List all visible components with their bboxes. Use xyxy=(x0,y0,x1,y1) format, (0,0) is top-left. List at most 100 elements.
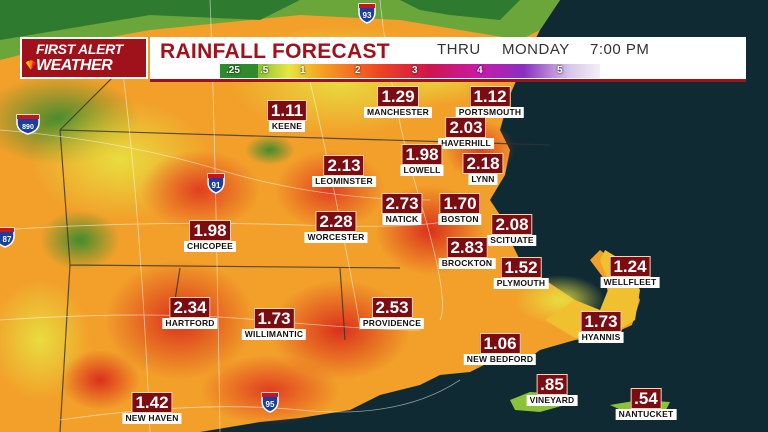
city-name: BOSTON xyxy=(438,214,482,225)
city-name: SCITUATE xyxy=(487,235,537,246)
svg-text:890: 890 xyxy=(22,124,34,131)
legend-tick: 1 xyxy=(300,65,306,76)
state-borders xyxy=(59,59,551,432)
rain-value: 2.13 xyxy=(323,155,365,176)
city-name: PLYMOUTH xyxy=(493,278,549,289)
city-name: HYANNIS xyxy=(578,332,624,343)
city-label-new-haven: 1.42 NEW HAVEN xyxy=(122,392,182,424)
logo-line-2: WEATHER xyxy=(36,57,113,74)
city-label-portsmouth: 1.12 PORTSMOUTH xyxy=(455,86,525,118)
city-name: HARTFORD xyxy=(162,318,218,329)
city-name: NATICK xyxy=(382,214,422,225)
rain-value: 2.73 xyxy=(381,193,423,214)
city-label-natick: 2.73 NATICK xyxy=(381,193,423,225)
city-name: MANCHESTER xyxy=(364,107,432,118)
legend-tick: .25 xyxy=(226,65,240,76)
interstate-91-icon: 91 xyxy=(207,173,225,194)
rain-value: 2.08 xyxy=(491,214,533,235)
city-label-leominster: 2.13 LEOMINSTER xyxy=(312,155,376,187)
interstate-93-icon: 93 xyxy=(358,3,376,24)
city-name: LEOMINSTER xyxy=(312,176,376,187)
city-name: NEW BEDFORD xyxy=(463,354,537,365)
rain-value: 1.73 xyxy=(253,308,295,329)
rain-value: 1.11 xyxy=(266,100,308,121)
header-underline xyxy=(150,79,746,82)
svg-text:95: 95 xyxy=(266,400,275,409)
svg-text:91: 91 xyxy=(212,181,221,190)
rain-value: 1.70 xyxy=(439,193,481,214)
city-name: BROCKTON xyxy=(438,258,496,269)
city-label-wellfleet: 1.24 WELLFLEET xyxy=(600,256,660,288)
interstate-87-icon: 87 xyxy=(0,227,15,248)
legend-tick: 5 xyxy=(557,65,563,76)
legend-tick: 4 xyxy=(477,65,483,76)
legend-tick: 2 xyxy=(355,65,361,76)
rain-value: 1.52 xyxy=(500,257,542,278)
svg-text:87: 87 xyxy=(3,235,12,244)
city-name: WORCESTER xyxy=(304,232,368,243)
rain-value: 2.53 xyxy=(371,297,413,318)
page-title: RAINFALL FORECAST xyxy=(160,40,390,63)
city-label-worcester: 2.28 WORCESTER xyxy=(304,211,368,243)
city-label-chicopee: 1.98 CHICOPEE xyxy=(184,220,236,252)
city-name: NEW HAVEN xyxy=(122,413,182,424)
rain-value: .85 xyxy=(536,374,568,395)
thru-label: THRU xyxy=(437,41,481,58)
rain-value: 1.12 xyxy=(469,86,511,107)
title-bar: RAINFALL FORECAST THRU MONDAY 7:00 PM .2… xyxy=(150,37,746,79)
roads xyxy=(0,0,461,432)
rain-value: 2.03 xyxy=(445,117,487,138)
city-label-willimantic: 1.73 WILLIMANTIC xyxy=(241,308,307,340)
rain-value: 2.83 xyxy=(446,237,488,258)
city-label-nantucket: .54 NANTUCKET xyxy=(615,388,677,420)
city-label-plymouth: 1.52 PLYMOUTH xyxy=(493,257,549,289)
city-name: WILLIMANTIC xyxy=(241,329,307,340)
interstate-890-icon: 890 xyxy=(16,114,40,135)
city-label-lynn: 2.18 LYNN xyxy=(462,153,504,185)
city-name: HAVERHILL xyxy=(438,138,494,149)
rain-value: 1.24 xyxy=(609,256,651,277)
rain-value: .54 xyxy=(630,388,662,409)
city-label-vineyard: .85 VINEYARD xyxy=(526,374,578,406)
rainfall-legend: .25 .5 1 2 3 4 5 xyxy=(220,64,600,78)
city-label-haverhill: 2.03 HAVERHILL xyxy=(438,117,494,149)
rain-value: 1.29 xyxy=(377,86,419,107)
rain-value: 2.28 xyxy=(315,211,357,232)
city-label-manchester: 1.29 MANCHESTER xyxy=(364,86,432,118)
city-label-providence: 2.53 PROVIDENCE xyxy=(359,297,425,329)
first-alert-weather-logo: FIRST ALERT WEATHER xyxy=(20,37,148,79)
rain-value: 1.98 xyxy=(401,144,443,165)
rain-value: 2.34 xyxy=(169,297,211,318)
city-name: NANTUCKET xyxy=(615,409,677,420)
city-name: LYNN xyxy=(468,174,498,185)
forecast-header: FIRST ALERT WEATHER RAINFALL FORECAST TH… xyxy=(20,37,746,82)
rain-value: 1.06 xyxy=(479,333,521,354)
logo-line-1: FIRST ALERT xyxy=(36,41,123,57)
day-label: MONDAY xyxy=(502,41,570,58)
city-label-keene: 1.11 KEENE xyxy=(266,100,308,132)
city-label-new-bedford: 1.06 NEW BEDFORD xyxy=(463,333,537,365)
city-label-brockton: 2.83 BROCKTON xyxy=(438,237,496,269)
time-label: 7:00 PM xyxy=(590,41,650,58)
city-name: LOWELL xyxy=(400,165,444,176)
legend-color-bar xyxy=(220,64,600,78)
city-label-hyannis: 1.73 HYANNIS xyxy=(578,311,624,343)
rain-value: 1.42 xyxy=(131,392,173,413)
legend-tick: .5 xyxy=(260,65,269,76)
rain-value: 1.73 xyxy=(580,311,622,332)
city-name: CHICOPEE xyxy=(184,241,236,252)
city-label-hartford: 2.34 HARTFORD xyxy=(162,297,218,329)
peacock-icon xyxy=(26,60,36,70)
city-name: PROVIDENCE xyxy=(359,318,425,329)
city-label-scituate: 2.08 SCITUATE xyxy=(487,214,537,246)
interstate-95-icon: 95 xyxy=(261,392,279,413)
svg-text:93: 93 xyxy=(363,11,372,20)
rain-value: 1.98 xyxy=(189,220,231,241)
rain-value: 2.18 xyxy=(462,153,504,174)
city-name: WELLFLEET xyxy=(600,277,660,288)
legend-tick: 3 xyxy=(412,65,418,76)
city-name: VINEYARD xyxy=(526,395,578,406)
city-name: KEENE xyxy=(268,121,306,132)
city-label-lowell: 1.98 LOWELL xyxy=(400,144,444,176)
city-label-boston: 1.70 BOSTON xyxy=(438,193,482,225)
